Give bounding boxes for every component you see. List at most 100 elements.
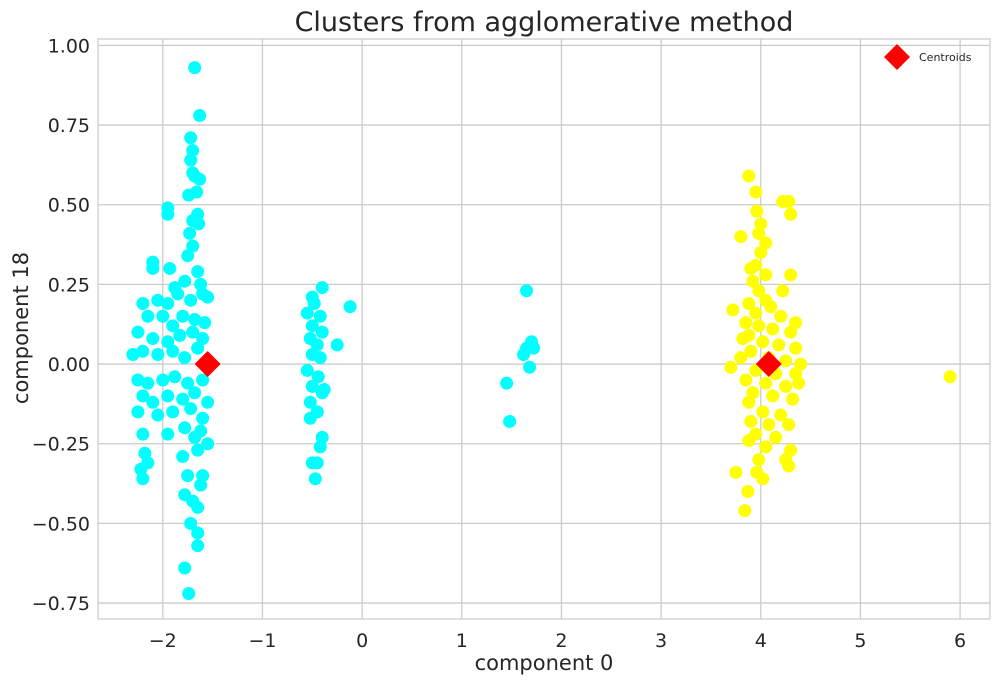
y-tick-label: 0.00 <box>48 354 90 376</box>
data-point <box>181 376 195 390</box>
data-point <box>136 427 150 441</box>
y-tick-label: 0.50 <box>48 195 90 217</box>
data-point <box>310 338 324 352</box>
data-point <box>198 316 212 330</box>
data-point <box>191 265 205 279</box>
data-point <box>146 332 160 346</box>
x-tick-labels: −2 −1 0 1 2 3 4 5 6 <box>149 630 966 652</box>
data-point <box>146 261 160 275</box>
x-tick-label: 4 <box>755 630 767 652</box>
data-point <box>181 249 195 263</box>
data-point <box>754 246 768 260</box>
data-point <box>517 347 531 361</box>
y-tick-label: −0.50 <box>32 513 90 535</box>
data-point <box>201 395 215 409</box>
data-point <box>196 469 210 483</box>
data-point <box>166 405 180 419</box>
y-tick-labels: −0.75 −0.50 −0.25 0.00 0.25 0.50 0.75 1.00 <box>32 35 90 615</box>
data-point <box>724 360 738 374</box>
data-point <box>779 379 793 393</box>
legend: Centroids <box>884 44 972 70</box>
centroid-diamond-icon <box>755 351 782 378</box>
data-point <box>752 226 766 240</box>
data-point <box>161 335 175 349</box>
data-point <box>186 239 200 253</box>
data-point <box>520 284 534 298</box>
data-point <box>749 306 763 320</box>
data-point <box>186 325 200 339</box>
data-point <box>171 287 185 301</box>
data-point <box>759 236 773 250</box>
data-point <box>305 379 319 393</box>
data-point <box>188 386 202 400</box>
data-point <box>792 376 806 390</box>
data-point <box>766 389 780 403</box>
data-point <box>762 418 776 432</box>
data-point <box>184 293 198 307</box>
data-point <box>161 207 175 221</box>
data-point <box>166 344 180 358</box>
data-point <box>756 335 770 349</box>
y-tick-label: 0.25 <box>48 274 90 296</box>
centroid-markers <box>194 351 782 378</box>
data-point <box>742 395 756 409</box>
data-point <box>151 347 165 361</box>
data-point <box>943 370 957 384</box>
data-point <box>774 309 788 323</box>
data-point <box>776 284 790 298</box>
legend-diamond-icon <box>884 44 910 70</box>
data-point <box>742 297 756 311</box>
data-point <box>181 469 195 483</box>
data-point <box>736 332 750 346</box>
x-tick-label: 5 <box>854 630 866 652</box>
x-tick-label: 3 <box>655 630 667 652</box>
data-point <box>308 472 322 486</box>
data-point <box>527 341 541 355</box>
data-point <box>184 131 198 145</box>
data-point <box>764 300 778 314</box>
data-point <box>742 169 756 183</box>
data-point <box>734 230 748 244</box>
data-point <box>782 418 796 432</box>
data-point <box>729 465 743 479</box>
data-point <box>191 341 205 355</box>
data-point <box>752 453 766 467</box>
data-point <box>151 408 165 422</box>
data-point <box>184 516 198 530</box>
data-point <box>789 341 803 355</box>
data-point <box>503 414 517 428</box>
data-point <box>201 437 215 451</box>
data-point <box>182 587 196 601</box>
data-point <box>183 226 197 240</box>
data-point <box>184 402 198 416</box>
data-point <box>744 414 758 428</box>
data-point <box>300 363 314 377</box>
data-point <box>305 319 319 333</box>
data-point <box>500 376 514 390</box>
data-point <box>759 376 773 390</box>
data-point <box>141 376 155 390</box>
data-point <box>744 261 758 275</box>
data-point <box>769 430 783 444</box>
data-point <box>738 504 752 518</box>
data-point <box>782 459 796 473</box>
data-point <box>752 319 766 333</box>
y-tick-label: 1.00 <box>48 35 90 57</box>
data-point <box>161 427 175 441</box>
data-point <box>191 526 205 540</box>
data-point <box>759 268 773 282</box>
data-point <box>766 322 780 336</box>
y-axis-title: component 18 <box>9 252 33 404</box>
data-point <box>315 325 329 339</box>
data-point <box>726 303 740 317</box>
data-point <box>196 287 210 301</box>
data-point <box>784 325 798 339</box>
data-point <box>131 405 145 419</box>
data-point <box>166 319 180 333</box>
data-point <box>300 306 314 320</box>
data-point <box>156 373 170 387</box>
y-tick-label: 0.75 <box>48 115 90 137</box>
data-point <box>313 309 327 323</box>
data-point <box>141 309 155 323</box>
legend-label: Centroids <box>919 51 972 64</box>
